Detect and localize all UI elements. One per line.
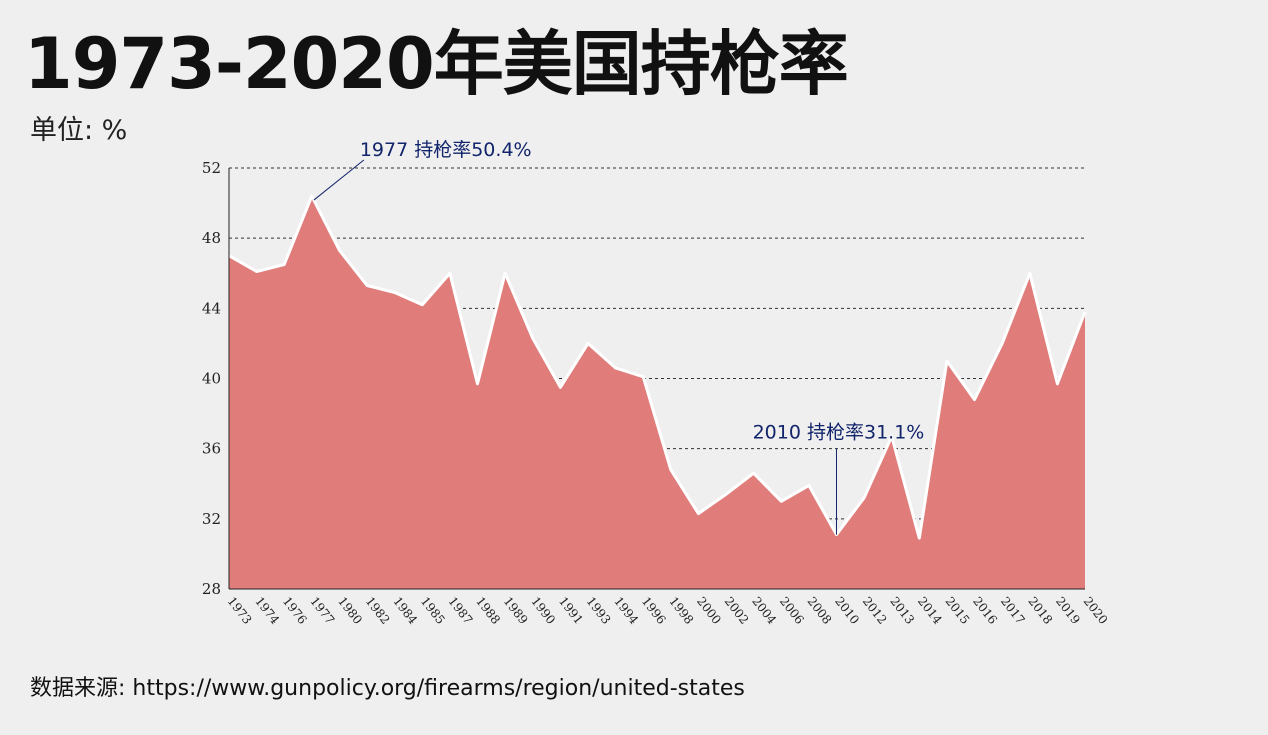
x-tick-label: 2017 bbox=[998, 594, 1028, 627]
x-tick-label: 2004 bbox=[749, 594, 779, 627]
y-tick-label: 32 bbox=[202, 510, 221, 528]
x-tick-label: 1974 bbox=[252, 594, 282, 627]
x-tick-label: 2000 bbox=[694, 594, 724, 627]
y-tick-label: 36 bbox=[202, 440, 221, 458]
annotation-label: 1977 持枪率50.4% bbox=[360, 139, 532, 161]
x-tick-label: 2020 bbox=[1081, 594, 1111, 627]
area-series bbox=[228, 194, 1087, 589]
axes bbox=[228, 168, 1085, 590]
x-tick-label: 2008 bbox=[805, 594, 835, 627]
annotation-label: 2010 持枪率31.1% bbox=[753, 422, 925, 444]
x-tick-label: 1984 bbox=[390, 594, 420, 627]
x-tick-label: 1985 bbox=[418, 594, 448, 627]
x-tick-label: 2018 bbox=[1025, 594, 1055, 627]
annotation-leader-line bbox=[313, 159, 365, 201]
x-tick-label: 1987 bbox=[446, 594, 476, 627]
x-tick-label: 2015 bbox=[943, 594, 973, 627]
chart-title: 1973-2020年美国持枪率 bbox=[24, 23, 849, 105]
x-tick-label: 2002 bbox=[722, 594, 752, 627]
x-tick-label: 2010 bbox=[832, 594, 862, 627]
x-tick-label: 2012 bbox=[860, 594, 890, 627]
x-tick-label: 1980 bbox=[335, 594, 365, 627]
x-tick-label: 2014 bbox=[915, 594, 945, 627]
x-tick-label: 2016 bbox=[970, 594, 1000, 627]
x-tick-label: 1991 bbox=[556, 594, 586, 627]
y-tick-label: 52 bbox=[202, 159, 221, 177]
x-tick-label: 1989 bbox=[501, 594, 531, 627]
unit-label: 单位: % bbox=[30, 115, 128, 146]
x-tick-label: 2013 bbox=[887, 594, 917, 627]
x-tick-label: 1990 bbox=[528, 594, 558, 627]
x-tick-label: 2019 bbox=[1053, 594, 1083, 627]
y-tick-label: 28 bbox=[202, 580, 221, 598]
data-source: 数据来源: https://www.gunpolicy.org/firearms… bbox=[30, 676, 745, 701]
series-line bbox=[228, 194, 1087, 540]
x-tick-label: 2006 bbox=[777, 594, 807, 627]
annotations: 1977 持枪率50.4% 2010 持枪率31.1% bbox=[313, 139, 925, 535]
x-tick-label: 1993 bbox=[584, 594, 614, 627]
x-tick-label: 1998 bbox=[666, 594, 696, 627]
x-tick-label: 1977 bbox=[307, 594, 337, 627]
x-tick-label: 1988 bbox=[473, 594, 503, 627]
x-tick-label: 1982 bbox=[363, 594, 393, 627]
x-tick-label: 1994 bbox=[611, 594, 641, 627]
x-tick-label: 1973 bbox=[225, 594, 255, 627]
x-tick-label: 1996 bbox=[639, 594, 669, 627]
x-axis-ticks: 1973197419761977198019821984198519871988… bbox=[225, 594, 1111, 627]
y-axis-ticks: 28 32 36 40 44 48 52 bbox=[202, 159, 221, 598]
area-fill bbox=[229, 196, 1085, 589]
x-tick-label: 1976 bbox=[280, 594, 310, 627]
y-tick-label: 48 bbox=[202, 229, 221, 247]
y-tick-label: 40 bbox=[202, 370, 221, 388]
y-tick-label: 44 bbox=[202, 299, 221, 317]
